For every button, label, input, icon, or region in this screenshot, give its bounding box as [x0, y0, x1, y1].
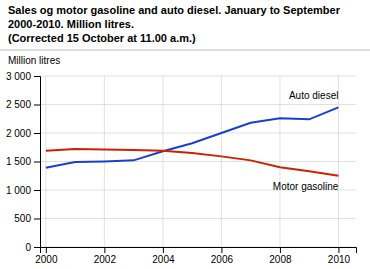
y-tick-label: 2 000 — [6, 128, 31, 139]
y-tick-mark — [34, 247, 40, 248]
y-tick: 2 500 — [6, 99, 40, 110]
title: Sales og motor gasoline and auto diesel.… — [8, 4, 341, 30]
y-tick-label: 1 500 — [6, 156, 31, 167]
series-label: Motor gasoline — [273, 181, 339, 192]
x-tick: 2008 — [269, 247, 292, 265]
x-axis-line — [41, 248, 357, 254]
x-tick-mark — [104, 247, 105, 253]
y-tick-mark — [34, 76, 40, 77]
y-tick: 1 000 — [6, 185, 40, 196]
y-tick: 2 000 — [6, 128, 40, 139]
y-tick: 500 — [14, 213, 40, 224]
y-tick: 1 500 — [6, 156, 40, 167]
y-tick-mark — [34, 133, 40, 134]
y-tick-label: 500 — [14, 213, 31, 224]
x-grid-line — [221, 76, 222, 247]
x-tick-label: 2000 — [35, 254, 58, 265]
x-tick-mark — [46, 247, 47, 253]
x-tick-label: 2006 — [211, 254, 234, 265]
y-grid-line — [40, 218, 356, 219]
x-tick: 2004 — [152, 247, 175, 265]
y-grid-line — [40, 76, 356, 77]
y-axis-line — [34, 77, 41, 248]
y-tick-label: 0 — [25, 242, 31, 253]
separator — [0, 50, 370, 51]
x-grid-line — [279, 76, 280, 247]
x-tick-mark — [221, 247, 222, 253]
x-tick: 2006 — [211, 247, 234, 265]
x-tick-label: 2010 — [328, 254, 351, 265]
grid — [40, 76, 356, 247]
subtitle: (Corrected 15 October at 11.00 a.m.) — [8, 32, 196, 44]
x-grid-line — [45, 76, 46, 247]
line — [46, 149, 339, 176]
x-axis: 2000 2002 2004 2006 2008 2010 — [35, 247, 356, 265]
x-tick: 2000 — [35, 247, 58, 265]
line — [46, 107, 339, 167]
y-tick-label: 1 000 — [6, 185, 31, 196]
x-grid-line — [162, 76, 163, 247]
x-tick-label: 2008 — [269, 254, 292, 265]
y-tick: 0 — [25, 242, 40, 253]
x-tick-mark — [280, 247, 281, 253]
y-tick: 3 000 — [6, 71, 40, 82]
y-tick-mark — [34, 162, 40, 163]
line-labels: Auto diesel Motor gasoline — [273, 90, 339, 191]
y-grid-line — [40, 104, 356, 105]
x-tick: 2002 — [94, 247, 117, 265]
x-tick-label: 2004 — [152, 254, 175, 265]
y-tick-mark — [34, 190, 40, 191]
series-label: Auto diesel — [289, 90, 338, 101]
y-axis-title: Million litres — [8, 55, 60, 66]
x-tick-label: 2002 — [94, 254, 117, 265]
y-grid-line — [40, 133, 356, 134]
y-tick-mark — [34, 105, 40, 106]
lines — [46, 107, 339, 175]
y-tick-mark — [34, 219, 40, 220]
x-tick: 2010 — [328, 247, 351, 265]
y-axis: 0 500 1 000 1 500 2 000 2 500 3 000 — [6, 71, 41, 253]
y-tick-label: 2 500 — [6, 99, 31, 110]
x-tick-mark — [338, 247, 339, 253]
plot: 2000 2002 2004 2006 2008 2010 0 500 1 000 1 500 2 … — [6, 71, 357, 265]
x-grid-line — [338, 76, 339, 247]
chart: Sales og motor gasoline and auto diesel.… — [0, 0, 370, 269]
x-tick-mark — [163, 247, 164, 253]
y-tick-label: 3 000 — [6, 71, 31, 82]
